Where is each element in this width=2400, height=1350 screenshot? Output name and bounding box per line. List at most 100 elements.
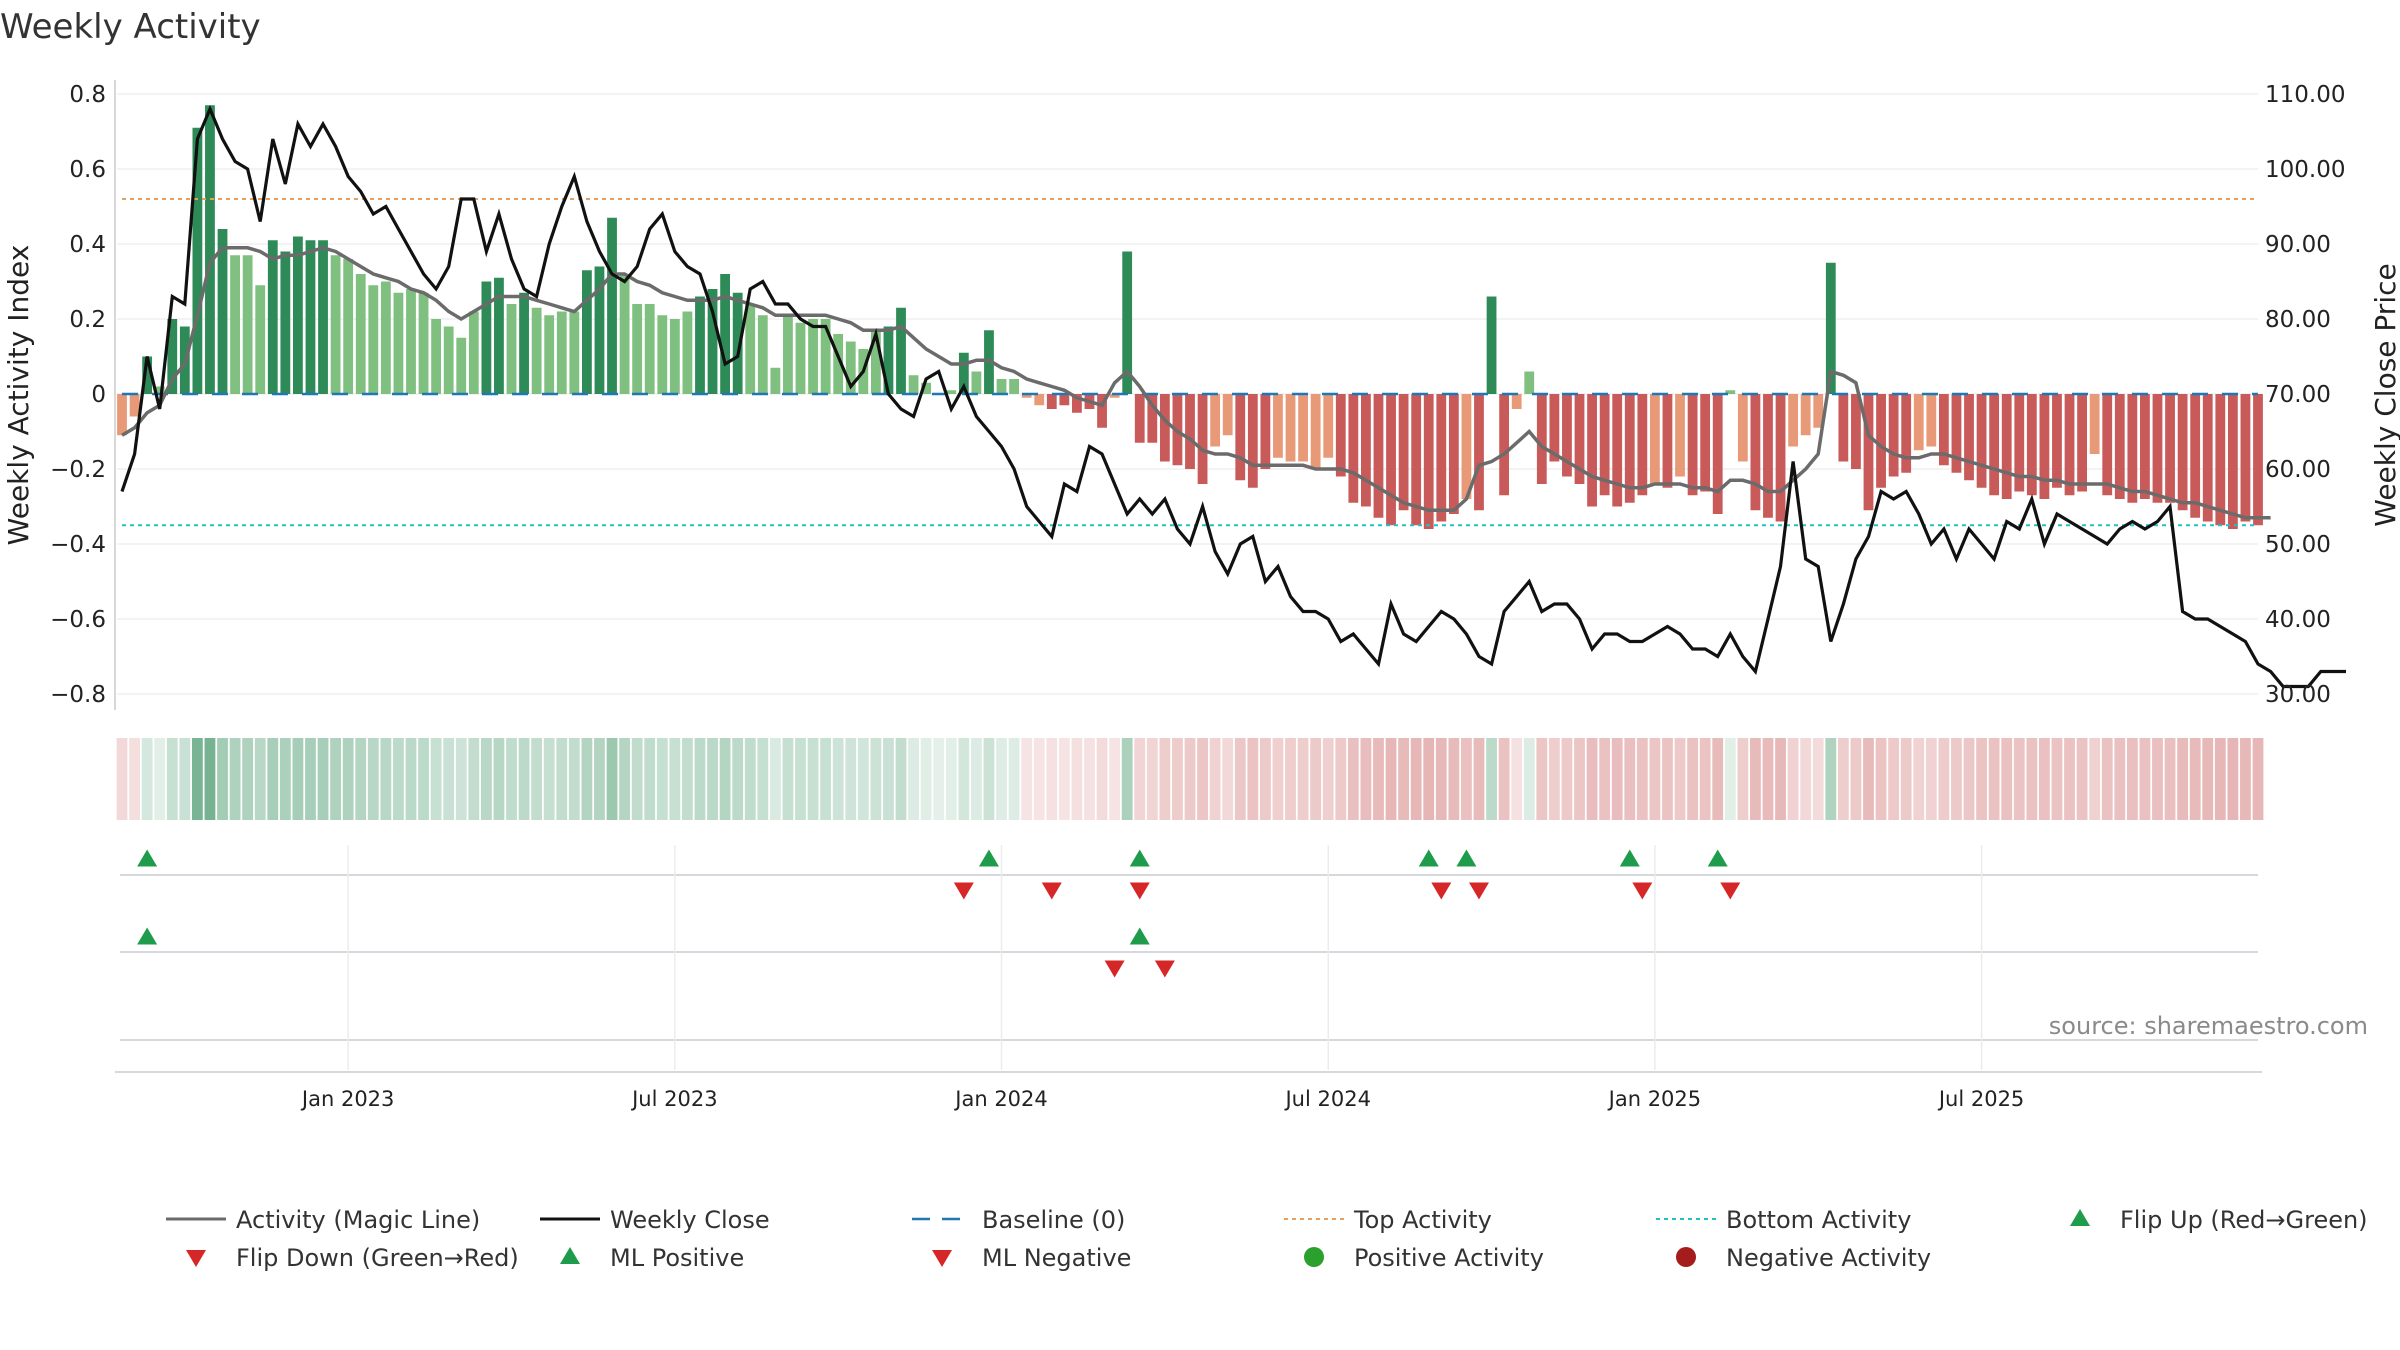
activity-bar bbox=[2140, 394, 2150, 499]
heat-cell bbox=[1586, 738, 1598, 820]
activity-bar bbox=[707, 289, 718, 394]
activity-bar bbox=[1675, 394, 1685, 477]
activity-bar bbox=[2102, 394, 2113, 496]
legend-label: Negative Activity bbox=[1726, 1244, 1931, 1272]
left-y-ticks: 0.8 0.6 0.4 0.2 0 −0.2 −0.4 −0.6 −0.8 bbox=[50, 82, 106, 708]
heat-cell bbox=[1373, 738, 1384, 820]
activity-bar bbox=[1649, 394, 1660, 484]
activity-bar bbox=[1599, 394, 1610, 496]
heat-cell bbox=[1724, 738, 1736, 820]
heat-cell bbox=[1712, 738, 1724, 820]
activity-bar bbox=[2215, 394, 2226, 526]
activity-bar bbox=[1273, 394, 1283, 458]
heat-cell bbox=[1310, 738, 1322, 820]
x-tick-label: Jan 2024 bbox=[953, 1087, 1048, 1111]
activity-bar bbox=[1386, 394, 1396, 526]
heat-cell bbox=[1988, 738, 2000, 820]
heat-cell bbox=[1347, 738, 1359, 820]
activity-bar bbox=[1323, 394, 1334, 458]
activity-bar bbox=[732, 292, 743, 394]
activity-bar bbox=[1235, 394, 1246, 481]
heat-cell bbox=[1750, 738, 1761, 820]
heat-cell bbox=[1360, 738, 1372, 820]
heat-cell bbox=[1448, 738, 1460, 820]
heat-cell bbox=[1963, 738, 1975, 820]
activity-bar bbox=[1775, 394, 1786, 522]
activity-bar bbox=[2039, 394, 2050, 499]
activity-bar bbox=[1725, 390, 1736, 394]
activity-bar bbox=[1913, 394, 1924, 451]
heat-cell bbox=[506, 738, 517, 820]
right-y-tick-label: 110.00 bbox=[2265, 82, 2345, 108]
flip-down-marker bbox=[953, 882, 974, 900]
heat-cell bbox=[832, 738, 844, 820]
right-y-tick-label: 60.00 bbox=[2265, 457, 2331, 483]
heat-cell bbox=[267, 738, 279, 820]
activity-bar bbox=[1335, 394, 1346, 477]
heat-cell bbox=[443, 738, 455, 820]
activity-bar bbox=[368, 285, 379, 394]
activity-bars bbox=[117, 105, 2263, 529]
heat-cell bbox=[1159, 738, 1171, 820]
heat-cell bbox=[1536, 738, 1548, 820]
activity-bar bbox=[2127, 394, 2138, 503]
heat-cell bbox=[970, 738, 982, 820]
left-y-tick-label: 0.2 bbox=[69, 307, 106, 333]
legend: Activity (Magic Line) Weekly Close Baselin… bbox=[166, 1206, 2368, 1272]
flip-down-marker bbox=[1431, 882, 1452, 900]
x-tick-label: Jul 2025 bbox=[1937, 1087, 2024, 1111]
activity-bar bbox=[167, 319, 178, 394]
flip-down-marker bbox=[1720, 882, 1741, 900]
x-tick-label: Jan 2025 bbox=[1607, 1087, 1702, 1111]
heat-cell bbox=[1599, 738, 1611, 820]
heat-cell bbox=[694, 738, 706, 820]
heat-cell bbox=[1046, 738, 1058, 820]
activity-bar bbox=[1687, 394, 1698, 496]
activity-bar bbox=[1411, 394, 1422, 526]
activity-bar bbox=[833, 334, 844, 394]
activity-bar bbox=[1185, 394, 1195, 469]
heat-cell bbox=[920, 738, 932, 820]
heat-cell bbox=[1574, 738, 1585, 820]
activity-bar bbox=[2114, 394, 2125, 499]
x-tick-label: Jul 2024 bbox=[1283, 1087, 1370, 1111]
activity-bar bbox=[2052, 394, 2062, 488]
heat-cell bbox=[1561, 738, 1573, 820]
activity-bar bbox=[1210, 394, 1221, 447]
heat-cell bbox=[2001, 738, 2013, 820]
x-tick-label: Jan 2023 bbox=[300, 1087, 395, 1111]
heat-cell bbox=[1900, 738, 1912, 820]
activity-bar bbox=[2064, 394, 2075, 496]
activity-bar bbox=[682, 311, 693, 394]
heat-cell bbox=[1976, 738, 1987, 820]
heat-cell bbox=[983, 738, 995, 820]
activity-bar bbox=[1750, 394, 1761, 511]
heat-cell bbox=[1837, 738, 1849, 820]
activity-bar bbox=[418, 292, 429, 394]
activity-bar bbox=[393, 292, 404, 394]
activity-bar bbox=[519, 292, 529, 394]
activity-bar bbox=[720, 274, 731, 394]
flip-down-marker bbox=[1632, 882, 1653, 900]
flip-up-marker bbox=[137, 849, 158, 867]
activity-bar bbox=[2026, 394, 2037, 496]
activity-bar bbox=[1511, 394, 1522, 409]
heat-cell bbox=[468, 738, 480, 820]
heat-cell bbox=[518, 738, 530, 820]
activity-bar bbox=[1147, 394, 1158, 443]
heat-cell bbox=[1662, 738, 1673, 820]
heat-cell bbox=[2026, 738, 2038, 820]
activity-bar bbox=[896, 307, 906, 394]
heat-cell bbox=[719, 738, 731, 820]
activity-bar bbox=[205, 105, 215, 394]
heat-cell bbox=[631, 738, 643, 820]
activity-bar bbox=[657, 315, 668, 394]
legend-ml-positive-swatch bbox=[560, 1247, 580, 1264]
activity-bar bbox=[908, 375, 919, 394]
activity-bar bbox=[1574, 394, 1585, 484]
heat-cell bbox=[1775, 738, 1786, 820]
heat-cell bbox=[141, 738, 153, 820]
heat-cell bbox=[820, 738, 832, 820]
activity-bar bbox=[1034, 394, 1045, 406]
ml-negative-marker bbox=[1104, 960, 1125, 978]
